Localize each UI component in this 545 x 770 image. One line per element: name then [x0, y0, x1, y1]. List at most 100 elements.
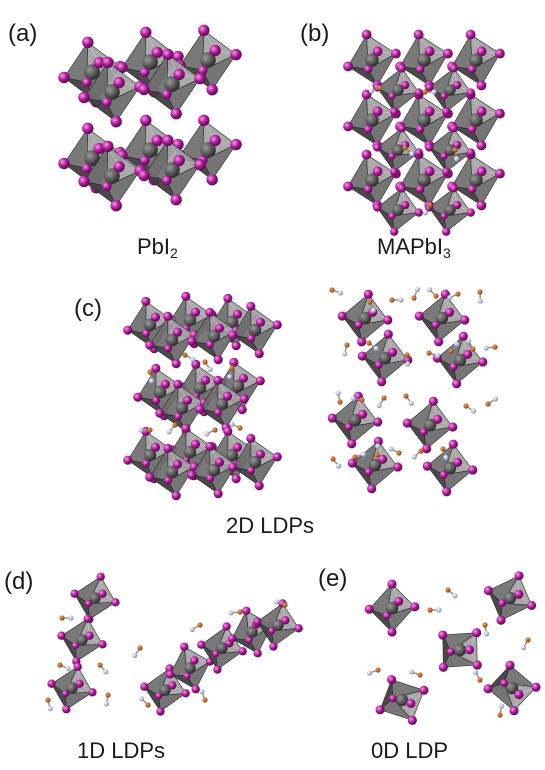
iodide-atom [375, 705, 385, 715]
iodide-atom [514, 689, 524, 700]
iodide-atom [382, 611, 391, 620]
iodide-atom [214, 408, 222, 417]
iodide-atom [393, 462, 403, 472]
iodide-atom [194, 72, 206, 85]
iodide-atom [151, 134, 163, 147]
lead-atom [443, 461, 457, 475]
organic-cation [477, 289, 483, 304]
organic-cation [376, 395, 387, 409]
carbon-atom [452, 147, 458, 153]
carbon-atom [375, 667, 381, 673]
iodide-atom [410, 602, 420, 612]
lead-atom [164, 76, 180, 92]
lead-atom [200, 52, 216, 68]
iodide-atom [441, 107, 451, 116]
iodide-atom [449, 184, 459, 193]
lead-atom [348, 413, 362, 427]
iodide-atom [397, 124, 407, 133]
iodide-atom [213, 665, 222, 674]
iodide-atom [187, 470, 197, 480]
iodide-atom [58, 71, 70, 84]
iodide-atom [466, 88, 475, 97]
nitrogen-atom [273, 599, 280, 605]
nitrogen-atom [229, 421, 235, 427]
iodide-atom [151, 363, 161, 373]
iodide-atom [531, 682, 541, 692]
nitrogen-atom [454, 341, 460, 347]
octahedron [78, 140, 146, 212]
iodide-atom [447, 648, 455, 656]
organic-cation [411, 448, 424, 460]
iodide-atom [476, 166, 487, 177]
iodide-atom [354, 321, 363, 329]
lead-atom [392, 144, 404, 156]
iodide-atom [82, 122, 94, 134]
lead-atom [395, 693, 409, 707]
nitrogen-atom [398, 297, 404, 303]
organic-cation [452, 147, 460, 162]
organic-cation [97, 662, 109, 675]
lead-atom [469, 53, 483, 67]
organic-cation [368, 85, 383, 94]
lead-atom [444, 204, 456, 216]
iodide-atom [388, 212, 396, 220]
octahedron [375, 675, 429, 725]
lead-atom [365, 53, 379, 67]
iodide-atom [116, 61, 128, 74]
iodide-atom [472, 628, 482, 638]
iodide-atom [162, 134, 174, 146]
carbon-atom [482, 622, 488, 628]
lead-atom [165, 333, 179, 347]
iodide-atom [394, 596, 404, 606]
caption-mapbi3: MAPbI3 [377, 236, 451, 261]
carbon-atom [344, 342, 350, 348]
iodide-atom [337, 311, 347, 321]
iodide-atom [162, 48, 174, 60]
organic-cation [189, 622, 203, 633]
iodide-atom [113, 76, 125, 89]
iodide-atom [123, 325, 133, 335]
organic-cation [447, 291, 461, 301]
iodide-atom [415, 65, 425, 74]
iodide-atom [110, 200, 122, 212]
lead-atom [104, 168, 120, 184]
iodide-atom [425, 83, 434, 92]
iodide-atom [151, 46, 163, 59]
organic-cation [402, 145, 415, 157]
iodide-atom [388, 347, 398, 357]
iodide-atom [198, 65, 208, 76]
iodide-atom [181, 689, 190, 698]
iodide-atom [498, 599, 507, 607]
octahedron [47, 662, 97, 714]
iodide-atom [78, 91, 90, 104]
iodide-atom [246, 433, 256, 443]
octahedron [70, 572, 120, 624]
iodide-atom [343, 181, 354, 192]
iodide-atom [190, 439, 201, 449]
iodide-atom [111, 598, 120, 607]
organic-cation [204, 427, 218, 437]
iodide-atom [388, 152, 396, 160]
carbon-atom [202, 359, 208, 365]
iodide-atom [424, 106, 435, 117]
organic-cation [472, 669, 483, 683]
iodide-atom [173, 379, 183, 389]
iodide-atom [464, 645, 475, 655]
carbon-atom [147, 427, 153, 433]
nitrogen-atom [408, 669, 415, 675]
organic-cation [138, 427, 153, 433]
organic-cation [426, 350, 441, 359]
panel-e-0d-ldp-structure [364, 571, 541, 725]
carbon-atom [477, 289, 483, 295]
iodide-atom [247, 334, 255, 343]
nitrogen-atom [132, 652, 138, 658]
octahedron [402, 396, 458, 454]
organic-cation [440, 446, 449, 461]
carbon-atom [492, 344, 498, 350]
iodide-atom [400, 80, 410, 90]
iodide-atom [357, 351, 367, 361]
iodide-atom [441, 167, 451, 176]
iodide-atom [214, 323, 225, 333]
nitrogen-atom [405, 361, 411, 367]
organic-cation [367, 299, 376, 313]
